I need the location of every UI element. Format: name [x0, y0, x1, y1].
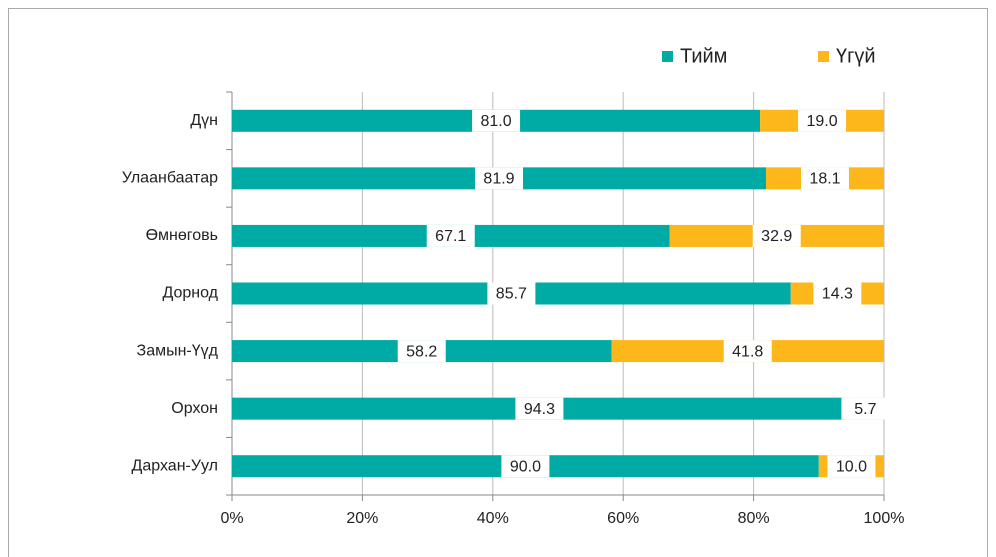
y-tick-label: Дархан-Уул [132, 457, 218, 474]
value-label: 41.8 [732, 343, 763, 360]
value-label-bg [723, 340, 772, 363]
value-label: 81.9 [483, 171, 514, 188]
value-label: 14.3 [822, 286, 853, 303]
chart-frame [8, 8, 988, 557]
value-label-bg [474, 167, 523, 190]
value-label-bg [397, 340, 446, 363]
value-label: 10.0 [836, 458, 867, 475]
value-label-bg [798, 109, 847, 132]
value-label-bg [800, 167, 849, 190]
value-label: 81.0 [480, 113, 511, 130]
value-label: 58.2 [406, 343, 437, 360]
x-tick-label: 80% [738, 510, 770, 527]
x-tick-label: 20% [346, 510, 378, 527]
y-tick-label: Замын-Үүд [137, 342, 219, 359]
legend-label: Тийм [680, 45, 727, 67]
y-tick-label: Дорнод [162, 285, 218, 302]
legend-swatch [662, 51, 673, 62]
legend-label: Үгүй [836, 45, 876, 67]
value-label-bg [752, 224, 801, 247]
value-label: 19.0 [806, 113, 837, 130]
x-tick-label: 0% [220, 510, 243, 527]
value-label-bg [515, 397, 564, 420]
value-label: 18.1 [809, 171, 840, 188]
value-label-bg [426, 224, 475, 247]
y-tick-label: Орхон [171, 400, 218, 417]
value-label: 32.9 [761, 228, 792, 245]
y-tick-label: Өмнөговь [146, 227, 218, 244]
value-label: 67.1 [435, 228, 466, 245]
value-label: 85.7 [496, 286, 527, 303]
value-label-bg [487, 282, 536, 305]
value-label-bg [501, 455, 550, 478]
value-label-bg [813, 282, 862, 305]
x-tick-label: 60% [607, 510, 639, 527]
value-label-bg [472, 109, 521, 132]
value-label-bg [827, 455, 876, 478]
y-tick-label: Дүн [190, 112, 218, 129]
x-tick-label: 40% [477, 510, 509, 527]
legend-swatch [818, 51, 829, 62]
y-tick-label: Улаанбаатар [122, 170, 218, 187]
value-label-bg [841, 397, 890, 420]
value-label: 5.7 [854, 401, 876, 418]
x-tick-label: 100% [864, 510, 905, 527]
value-label: 90.0 [510, 458, 541, 475]
value-label: 94.3 [524, 401, 555, 418]
